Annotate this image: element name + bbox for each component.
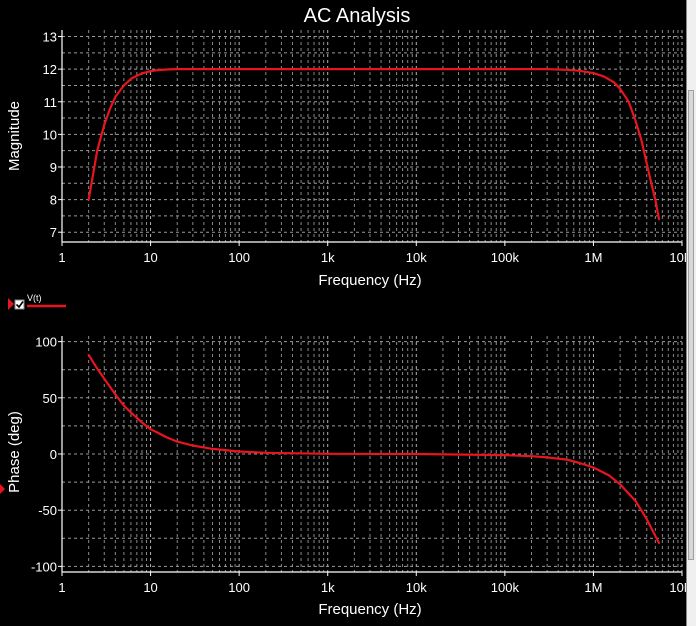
phase-x-tick-label: 10: [143, 580, 157, 595]
phase-x-axis-label: Frequency (Hz): [318, 601, 421, 618]
phase-series-line: [87, 354, 661, 544]
magnitude-y-tick-label: 13: [43, 30, 57, 45]
scrollbar-thumb[interactable]: [688, 90, 694, 560]
magnitude-x-tick-label: 1k: [321, 250, 335, 265]
magnitude-y-axis-label: Magnitude: [6, 101, 23, 171]
legend: V(t): [8, 293, 66, 310]
phase-x-tick-label: 100k: [491, 580, 520, 595]
magnitude-y-tick-label: 11: [44, 95, 58, 110]
phase-x-tick-label: 1k: [321, 580, 335, 595]
magnitude-y-tick-label: 9: [50, 160, 57, 175]
phase-y-tick-label: -100: [31, 559, 57, 574]
magnitude-y-tick-label: 10: [43, 127, 57, 142]
magnitude-x-axis-label: Frequency (Hz): [318, 272, 421, 289]
phase-y-axis-label: Phase (deg): [6, 411, 23, 493]
vertical-scrollbar[interactable]: [686, 0, 696, 626]
magnitude-x-tick-label: 100: [228, 250, 250, 265]
magnitude-y-tick-label: 8: [50, 193, 57, 208]
phase-y-tick-label: 0: [50, 447, 57, 462]
magnitude-series-line: [87, 67, 661, 221]
legend-marker-icon: [8, 298, 14, 310]
phase-y-tick-label: 100: [35, 335, 57, 350]
phase-y-tick-label: 50: [43, 391, 57, 406]
legend-check-icon: [15, 301, 24, 309]
cursor-marker-icon: [0, 484, 5, 494]
chart-title: AC Analysis: [304, 5, 411, 27]
magnitude-y-tick-label: 12: [43, 62, 57, 77]
phase-x-tick-label: 10k: [406, 580, 427, 595]
legend-checkbox[interactable]: [14, 299, 25, 310]
phase-x-tick-label: 1: [58, 580, 65, 595]
magnitude-x-tick-label: 1: [58, 250, 65, 265]
magnitude-y-tick-label: 7: [50, 225, 57, 240]
magnitude-x-tick-label: 10k: [406, 250, 427, 265]
magnitude-x-tick-label: 10: [143, 250, 157, 265]
phase-y-tick-label: -50: [38, 503, 57, 518]
magnitude-x-tick-label: 1M: [584, 250, 602, 265]
phase-x-tick-label: 100: [228, 580, 250, 595]
magnitude-x-tick-label: 100k: [491, 250, 520, 265]
legend-label[interactable]: V(t): [27, 293, 42, 303]
phase-x-tick-label: 1M: [584, 580, 602, 595]
